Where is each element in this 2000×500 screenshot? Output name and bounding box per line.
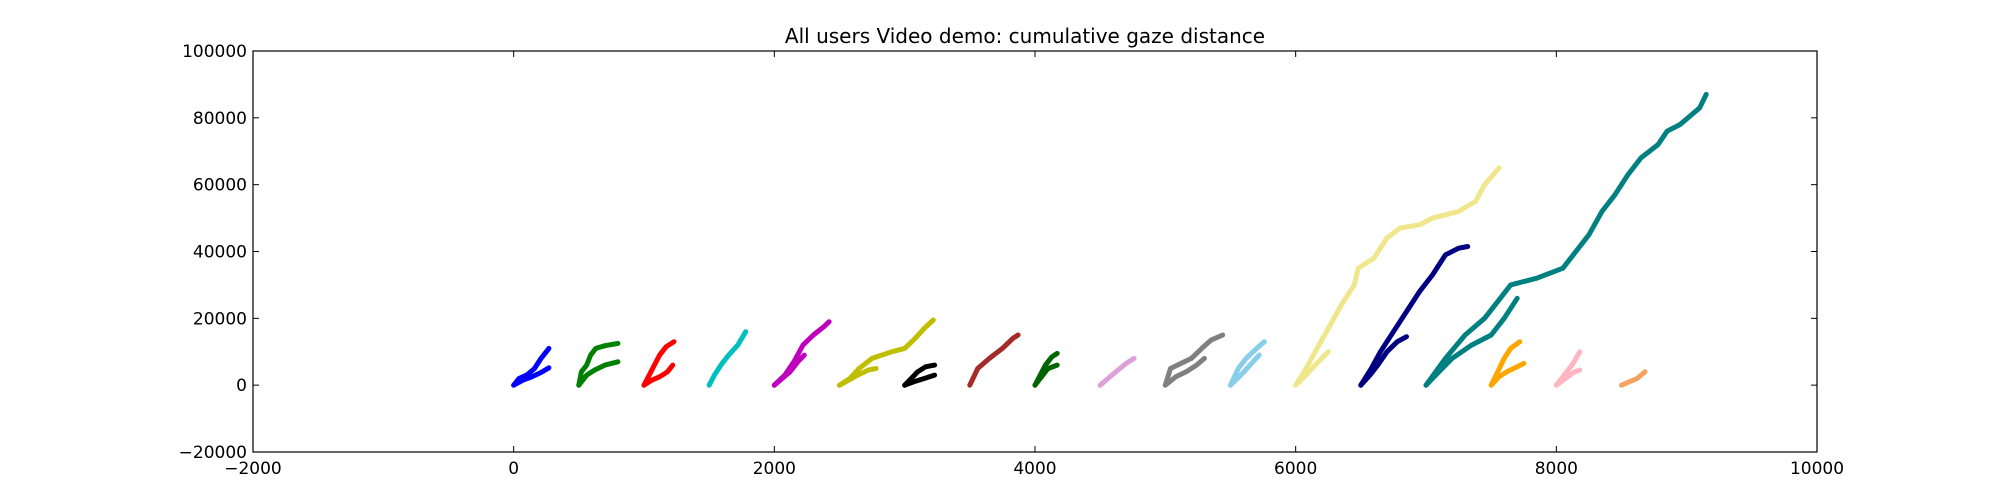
series-line-20 (1228, 352, 1262, 388)
y-tick-label: 20000 (193, 309, 247, 329)
series-line-0 (511, 345, 552, 388)
series-line-12 (902, 372, 938, 388)
series-line-16 (1097, 355, 1137, 388)
series-line-25 (1423, 91, 1709, 388)
x-tick-label: 8000 (1535, 459, 1578, 479)
series-line-15 (1032, 362, 1060, 388)
series-line-22 (1293, 349, 1331, 388)
series-line-4 (641, 339, 677, 388)
series-line-6 (706, 329, 749, 388)
x-tick-label: 10000 (1790, 459, 1844, 479)
series-line-31 (1619, 369, 1648, 388)
y-tick-label: 0 (236, 376, 247, 396)
series-line-2 (576, 340, 621, 388)
chart-title: All users Video demo: cumulative gaze di… (785, 24, 1265, 48)
series-line-10 (837, 366, 879, 388)
series-line-30 (1553, 367, 1583, 388)
y-tick-label: −20000 (179, 443, 247, 463)
series-line-8 (771, 352, 807, 388)
y-tick-label: 60000 (193, 176, 247, 196)
series-line-3 (576, 359, 621, 388)
y-tick-label: 40000 (193, 243, 247, 263)
series-layer (511, 91, 1709, 388)
series-line-27 (1488, 339, 1523, 388)
series-line-23 (1358, 244, 1471, 388)
plot-area (252, 50, 1818, 453)
y-axis: −20000 0 20000 40000 60000 80000 100000 (179, 42, 1817, 463)
x-axis: −2000 0 2000 4000 6000 8000 10000 (224, 51, 1844, 479)
series-line-5 (641, 362, 676, 388)
y-tick-label: 80000 (193, 109, 247, 129)
x-tick-label: 0 (508, 459, 519, 479)
series-line-28 (1488, 360, 1527, 388)
x-tick-label: 4000 (1013, 459, 1056, 479)
series-line-24 (1358, 334, 1409, 388)
x-tick-label: 2000 (753, 459, 796, 479)
series-line-21 (1293, 165, 1502, 388)
series-line-13 (967, 332, 1021, 388)
series-line-1 (511, 365, 552, 388)
series-line-11 (902, 362, 938, 388)
series-line-19 (1228, 339, 1267, 388)
series-line-26 (1423, 295, 1520, 388)
y-tick-label: 100000 (182, 42, 247, 62)
plot-frame (252, 50, 1818, 453)
series-line-18 (1162, 355, 1207, 388)
series-line-17 (1162, 332, 1226, 388)
x-tick-label: −2000 (224, 459, 282, 479)
x-tick-label: 6000 (1274, 459, 1317, 479)
